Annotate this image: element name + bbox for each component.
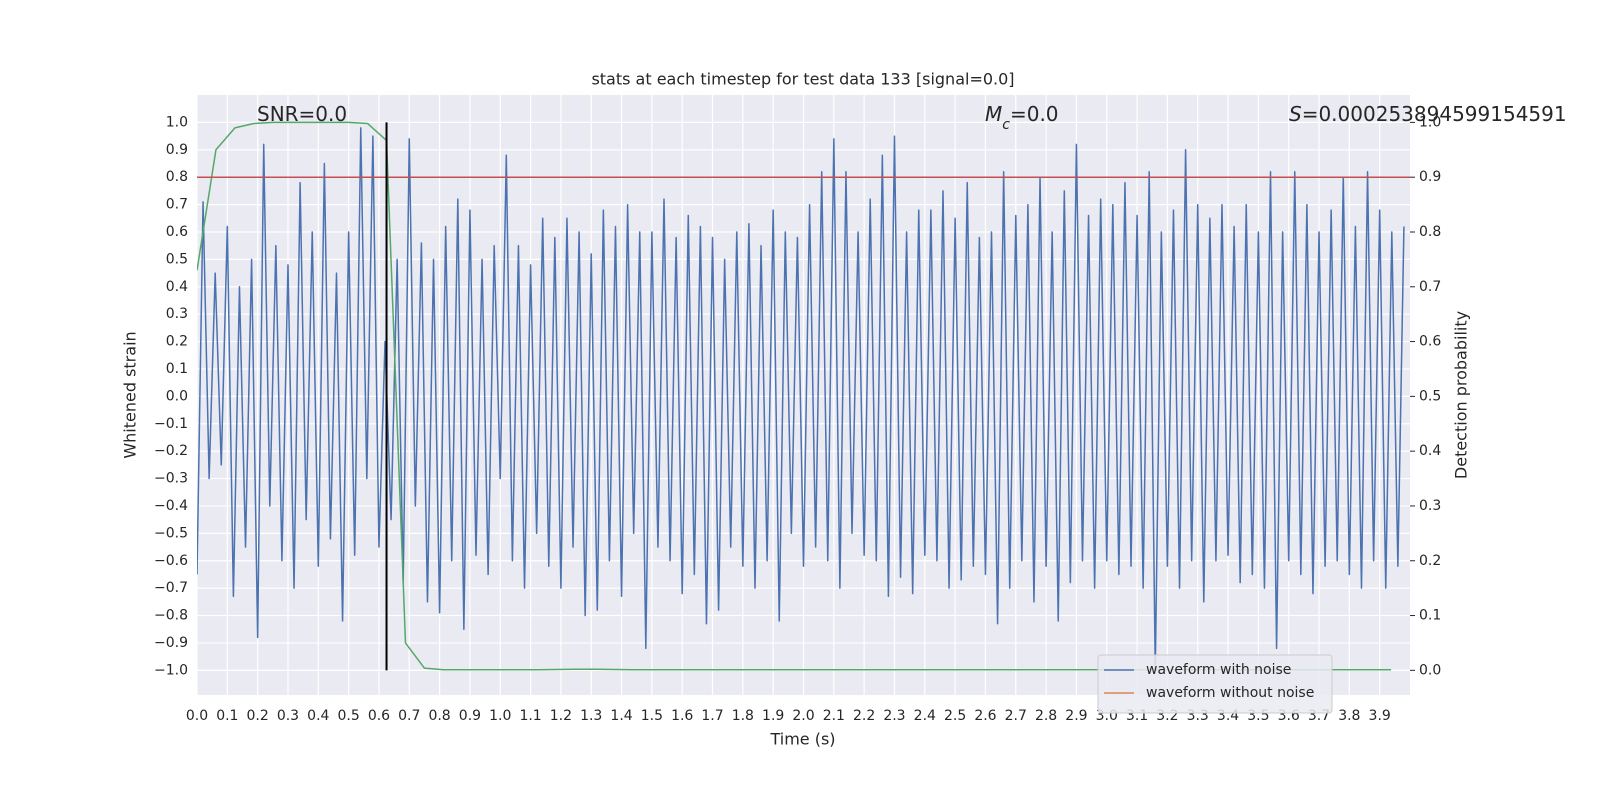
y-tick-label: 0.0 [166, 388, 188, 404]
x-tick-label: 2.2 [853, 708, 875, 724]
x-tick-label: 0.2 [247, 708, 269, 724]
y2-tick-label: 0.9 [1419, 169, 1441, 185]
x-tick-label: 0.6 [368, 708, 390, 724]
annotation-symbol: M [985, 102, 1002, 126]
grid [196, 95, 1410, 695]
annotation: S=0.000253894599154591 [1289, 102, 1567, 126]
x-tick-label: 2.9 [1065, 708, 1087, 724]
y2-tick-label: 0.8 [1419, 224, 1441, 240]
x-tick-label: 1.5 [641, 708, 663, 724]
tick-labels: 0.0 0.1 0.2 0.3 0.4 0.5 0.6 0.7 0.8 0.9 1.0 1.1 1.2 1… [154, 114, 1441, 724]
y2-tick-label: 0.0 [1419, 662, 1441, 678]
y-tick-label: −0.7 [154, 580, 188, 596]
y-tick-label: 0.4 [166, 279, 188, 295]
annotation: Mc=0.0 [985, 102, 1059, 133]
x-tick-label: 1.3 [580, 708, 602, 724]
y-tick-label: 0.2 [166, 334, 188, 350]
annotation-symbol: S [1289, 102, 1302, 126]
y-tick-label: 0.7 [166, 197, 188, 213]
x-tick-label: 0.3 [277, 708, 299, 724]
y-tick-label: −0.9 [154, 635, 188, 651]
y-tick-label: −0.3 [154, 471, 188, 487]
x-axis-label: Time (s) [769, 730, 835, 749]
x-tick-label: 0.4 [307, 708, 329, 724]
legend-label: waveform without noise [1146, 685, 1314, 701]
y-tick-label: −0.8 [154, 608, 188, 624]
y2-tick-label: 0.3 [1419, 498, 1441, 514]
x-tick-label: 0.9 [459, 708, 481, 724]
y-tick-label: 0.6 [166, 224, 188, 240]
annotation-text: =0.0 [1010, 102, 1059, 126]
y-tick-label: 0.8 [166, 169, 188, 185]
x-tick-label: 0.7 [398, 708, 420, 724]
y2-axis-label: Detection probability [1452, 311, 1471, 479]
x-tick-label: 1.6 [671, 708, 693, 724]
x-tick-label: 2.8 [1035, 708, 1057, 724]
y-tick-label: 0.5 [166, 251, 188, 267]
y-axis-label: Whitened strain [121, 331, 140, 458]
y2-tick-label: 0.1 [1419, 608, 1441, 624]
x-tick-label: 2.5 [944, 708, 966, 724]
legend-label: waveform with noise [1146, 662, 1291, 678]
x-tick-label: 3.8 [1338, 708, 1360, 724]
x-tick-label: 2.4 [914, 708, 936, 724]
y2-tick-label: 0.6 [1419, 334, 1441, 350]
y2-tick-label: 0.7 [1419, 279, 1441, 295]
y-tick-label: −1.0 [154, 662, 188, 678]
y-tick-label: −0.1 [154, 416, 188, 432]
legend: waveform with noise waveform without nois… [1097, 654, 1333, 714]
y-tick-label: 0.9 [166, 142, 188, 158]
x-tick-label: 1.4 [610, 708, 632, 724]
y-tick-label: 0.1 [166, 361, 188, 377]
x-tick-label: 2.7 [1005, 708, 1027, 724]
y-tick-label: −0.5 [154, 525, 188, 541]
x-tick-label: 1.8 [732, 708, 754, 724]
x-tick-label: 1.2 [550, 708, 572, 724]
x-tick-label: 2.0 [792, 708, 814, 724]
x-tick-label: 2.1 [823, 708, 845, 724]
x-tick-label: 0.8 [428, 708, 450, 724]
x-tick-label: 0.0 [186, 708, 208, 724]
y2-tick-label: 0.5 [1419, 388, 1441, 404]
x-tick-label: 3.9 [1369, 708, 1391, 724]
series-line [197, 127, 1405, 672]
legend-box [1097, 654, 1333, 714]
x-tick-label: 1.0 [489, 708, 511, 724]
x-tick-label: 0.1 [216, 708, 238, 724]
x-tick-label: 1.9 [762, 708, 784, 724]
y2-tick-label: 1.0 [1419, 114, 1441, 130]
y2-tick-label: 0.4 [1419, 443, 1441, 459]
x-tick-label: 2.6 [974, 708, 996, 724]
y-tick-label: −0.6 [154, 553, 188, 569]
annotation: SNR=0.0 [257, 102, 347, 126]
x-tick-label: 1.1 [519, 708, 541, 724]
x-tick-label: 1.7 [701, 708, 723, 724]
y-tick-label: −0.4 [154, 498, 188, 514]
y-tick-label: 1.0 [166, 114, 188, 130]
y-tick-label: 0.3 [166, 306, 188, 322]
y2-tick-label: 0.2 [1419, 553, 1441, 569]
x-tick-label: 2.3 [883, 708, 905, 724]
annotation-subscript: c [1002, 117, 1010, 133]
x-tick-label: 0.5 [337, 708, 359, 724]
annotation-text: =0.000253894599154591 [1302, 102, 1567, 126]
chart-title: stats at each timestep for test data 133… [591, 70, 1014, 89]
y-tick-label: −0.2 [154, 443, 188, 459]
